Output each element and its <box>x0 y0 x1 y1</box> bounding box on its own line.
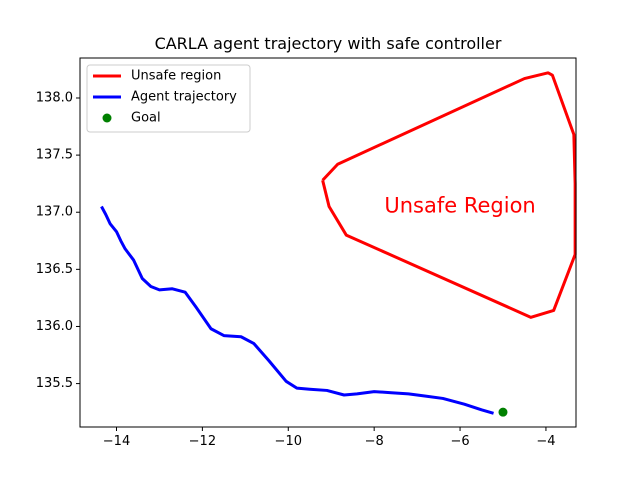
y-tick-label: 136.0 <box>36 319 73 334</box>
x-axis: −14 −12 −10 −8 −6 −4 <box>103 427 556 449</box>
legend-label-goal: Goal <box>131 111 161 126</box>
x-tick-label: −14 <box>103 434 130 449</box>
plot-frame <box>79 57 577 428</box>
y-tick-label: 136.5 <box>36 262 73 277</box>
legend: Unsafe region Agent trajectory Goal <box>86 64 251 133</box>
legend-box <box>86 64 251 133</box>
legend-label-unsafe-region: Unsafe region <box>131 69 221 84</box>
x-tick-label: −4 <box>536 434 555 449</box>
y-tick-label: 137.5 <box>36 148 73 163</box>
x-tick-label: −8 <box>365 434 384 449</box>
y-tick-label: 135.5 <box>36 376 73 391</box>
y-axis: 135.5 136.0 136.5 137.0 137.5 138.0 <box>36 90 80 391</box>
point-goal-0 <box>498 407 508 417</box>
x-tick-label: −12 <box>189 434 216 449</box>
annotation-layer: Unsafe Region <box>384 194 535 218</box>
chart-title: CARLA agent trajectory with safe control… <box>155 34 502 53</box>
y-tick-label: 138.0 <box>36 90 73 105</box>
series-layer <box>100 71 577 417</box>
annotation-label: Unsafe Region <box>384 194 535 218</box>
series-agent-trajectory <box>100 205 494 415</box>
series-unsafe-region <box>321 71 577 319</box>
x-tick-label: −6 <box>450 434 469 449</box>
y-tick-label: 137.0 <box>36 205 73 220</box>
legend-label-agent-trajectory: Agent trajectory <box>131 90 237 105</box>
x-tick-label: −10 <box>275 434 302 449</box>
legend-swatch-goal <box>102 113 112 123</box>
